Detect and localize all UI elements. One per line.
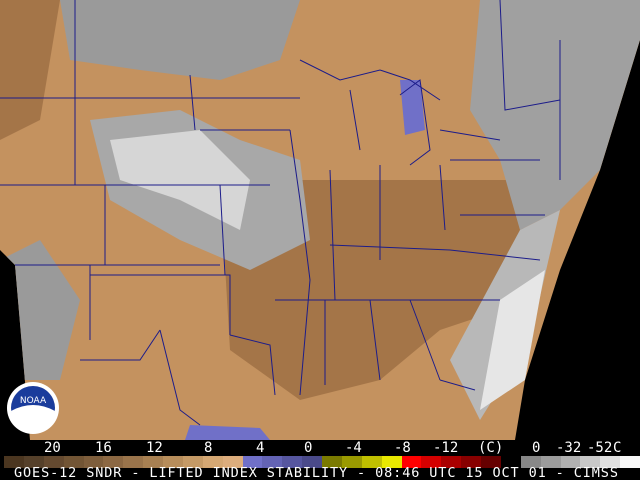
color-scale-swatch <box>282 456 303 468</box>
scale-label: 20 <box>44 440 61 456</box>
color-scale-swatch <box>461 456 481 468</box>
color-scale-swatch <box>441 456 462 468</box>
svg-text:NOAA: NOAA <box>20 396 47 406</box>
color-scale-swatch <box>600 456 621 468</box>
color-scale-swatch <box>302 456 322 468</box>
color-scale-swatch <box>143 456 163 468</box>
scale-label: 4 <box>256 440 265 456</box>
scale-label: -32 <box>556 440 582 456</box>
color-scale-swatch <box>560 456 581 468</box>
color-scale-swatch <box>401 456 422 468</box>
color-scale-swatch <box>103 456 124 468</box>
lifted-index-map <box>0 0 640 440</box>
scale-label: -52 <box>587 440 613 456</box>
cloud-bright-plains <box>110 130 250 230</box>
color-scale-bar <box>4 456 640 468</box>
image-caption: GOES-12 SNDR - LIFTED INDEX STABILITY - … <box>14 465 619 480</box>
scale-labels: 20 16 12 8 4 0 -4 -8 -12 (C) 0 -32 -52 C <box>0 440 640 456</box>
color-scale-swatch <box>163 456 183 468</box>
noaa-logo: NOAA <box>7 382 59 434</box>
cloud-region-northeast <box>470 0 640 230</box>
scale-label: 16 <box>95 440 112 456</box>
color-scale-swatch <box>222 456 243 468</box>
color-scale-swatch <box>123 456 144 468</box>
color-scale-swatch <box>580 456 601 468</box>
color-scale-swatch <box>23 456 44 468</box>
color-scale-swatch <box>341 456 362 468</box>
scale-label: 0 <box>532 440 541 456</box>
color-scale-swatch <box>182 456 203 468</box>
color-scale-swatch <box>520 456 541 468</box>
state-borders <box>0 0 561 426</box>
scale-label: C <box>613 440 622 456</box>
cloud-bright-coast <box>480 270 545 410</box>
color-scale-swatch <box>361 456 382 468</box>
color-scale-swatch <box>262 456 283 468</box>
scale-label: -8 <box>394 440 411 456</box>
scale-label: 8 <box>204 440 213 456</box>
color-scale-swatch <box>500 456 521 468</box>
dark-region-west <box>0 0 60 140</box>
unstable-region-gulf <box>185 425 270 440</box>
color-scale-swatch <box>202 456 223 468</box>
color-scale-swatch <box>540 456 561 468</box>
color-scale-swatch <box>63 456 84 468</box>
color-scale-swatch <box>43 456 64 468</box>
color-scale-swatch <box>381 456 402 468</box>
cloud-region-north <box>60 0 300 80</box>
color-scale-swatch <box>83 456 104 468</box>
color-scale-swatch <box>481 456 501 468</box>
scale-label: -4 <box>345 440 362 456</box>
scale-label: 12 <box>146 440 163 456</box>
scale-label: -12 <box>433 440 459 456</box>
unstable-region-michigan <box>400 80 425 135</box>
scale-label: 0 <box>304 440 313 456</box>
color-scale-swatch <box>4 456 24 468</box>
scale-label: (C) <box>478 440 504 456</box>
color-scale-swatch <box>242 456 263 468</box>
color-scale-swatch <box>421 456 442 468</box>
color-scale-swatch <box>620 456 640 468</box>
color-scale-swatch <box>322 456 342 468</box>
